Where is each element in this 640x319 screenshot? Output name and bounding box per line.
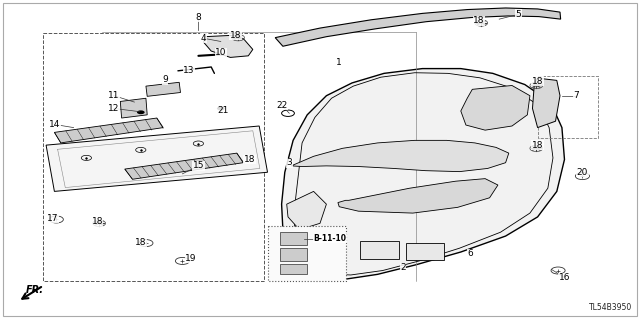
Text: 18: 18 bbox=[244, 155, 255, 164]
Polygon shape bbox=[291, 140, 509, 172]
Text: 2: 2 bbox=[401, 263, 406, 272]
Polygon shape bbox=[532, 78, 560, 128]
Text: 18: 18 bbox=[532, 141, 543, 150]
Polygon shape bbox=[120, 98, 147, 118]
Text: 3: 3 bbox=[287, 158, 292, 167]
Polygon shape bbox=[146, 82, 180, 96]
Bar bbox=[406, 243, 444, 260]
Text: 19: 19 bbox=[185, 254, 196, 263]
Polygon shape bbox=[54, 118, 163, 143]
Polygon shape bbox=[204, 35, 253, 57]
Text: 18: 18 bbox=[532, 77, 543, 86]
Polygon shape bbox=[461, 85, 530, 130]
Text: 18: 18 bbox=[230, 31, 241, 40]
Text: 18: 18 bbox=[473, 16, 484, 25]
Text: 21: 21 bbox=[217, 106, 228, 115]
Circle shape bbox=[137, 110, 145, 114]
Text: 18: 18 bbox=[92, 217, 103, 226]
Text: 4: 4 bbox=[201, 34, 206, 43]
Text: 5: 5 bbox=[516, 10, 521, 19]
Text: 22: 22 bbox=[276, 101, 287, 110]
Text: 16: 16 bbox=[559, 273, 570, 282]
Text: 1: 1 bbox=[337, 58, 342, 67]
Text: 7: 7 bbox=[573, 91, 579, 100]
Bar bbox=[538, 76, 598, 138]
Polygon shape bbox=[287, 191, 326, 230]
Text: 14: 14 bbox=[49, 120, 60, 129]
Text: 17: 17 bbox=[47, 214, 58, 223]
Text: 10: 10 bbox=[215, 48, 227, 57]
Text: 12: 12 bbox=[108, 104, 120, 113]
Bar bbox=[280, 264, 307, 274]
Bar bbox=[280, 248, 307, 261]
Text: 11: 11 bbox=[108, 91, 120, 100]
Polygon shape bbox=[338, 179, 498, 213]
Text: 6: 6 bbox=[468, 249, 473, 258]
Text: 20: 20 bbox=[577, 168, 588, 177]
Bar bbox=[360, 241, 399, 259]
Text: 9: 9 bbox=[163, 75, 168, 84]
Circle shape bbox=[217, 107, 225, 110]
Text: 13: 13 bbox=[183, 66, 195, 75]
Polygon shape bbox=[46, 126, 268, 191]
Text: B-11-10: B-11-10 bbox=[314, 234, 347, 243]
Bar bbox=[43, 33, 264, 281]
Text: FR.: FR. bbox=[26, 285, 44, 295]
Text: 15: 15 bbox=[193, 161, 204, 170]
Bar bbox=[280, 232, 307, 245]
Text: 8: 8 bbox=[196, 13, 201, 22]
Text: 18: 18 bbox=[135, 238, 147, 247]
Text: TL54B3950: TL54B3950 bbox=[589, 303, 632, 312]
Polygon shape bbox=[125, 153, 243, 179]
Polygon shape bbox=[275, 8, 561, 46]
Bar bbox=[268, 226, 346, 281]
Polygon shape bbox=[282, 69, 564, 279]
